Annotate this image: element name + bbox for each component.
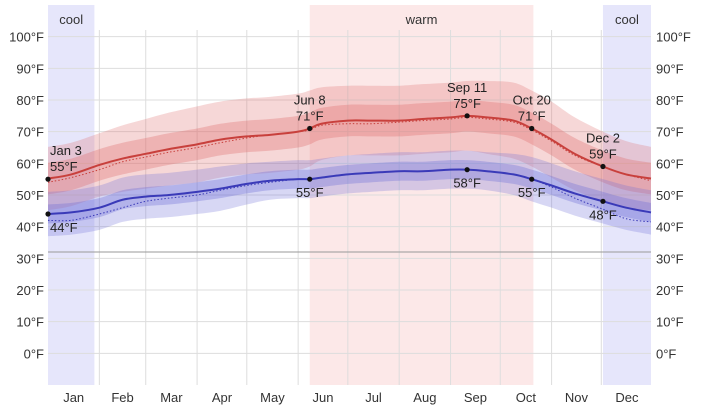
y-tick-label-left: 30°F xyxy=(16,251,44,266)
annotation-date: Dec 2 xyxy=(586,131,620,146)
annotation-value: 55°F xyxy=(50,159,78,174)
annotation-date: Oct 20 xyxy=(513,93,551,108)
month-label: Jul xyxy=(365,390,382,405)
annotation-value: 71°F xyxy=(518,109,546,124)
y-tick-label-right: 10°F xyxy=(656,315,684,330)
series-line-low xyxy=(47,168,652,215)
axis-ticks: 0°F 0°F 10°F 10°F 20°F 20°F 30°F 30°F 40°F 40°F 50… xyxy=(9,30,691,405)
season-label-warm-1: warm xyxy=(405,12,438,27)
annotation-date: Sep 11 xyxy=(447,80,487,95)
month-label: Mar xyxy=(160,390,183,405)
annotation-value: 55°F xyxy=(296,185,324,200)
annotation-date: Jun 8 xyxy=(294,93,326,108)
annotation-marker xyxy=(600,163,606,170)
series-dotted-high xyxy=(47,116,652,183)
month-label: Feb xyxy=(111,390,133,405)
annotation-value: 44°F xyxy=(50,220,78,235)
y-tick-label-left: 40°F xyxy=(16,220,44,235)
annotation-marker xyxy=(464,113,470,119)
band-inner-high xyxy=(48,100,651,195)
band-inner-low xyxy=(48,159,651,224)
y-tick-label-left: 20°F xyxy=(16,283,44,298)
series-lines xyxy=(47,114,652,223)
month-label: Sep xyxy=(464,390,487,405)
annotation-marker xyxy=(464,167,470,173)
y-tick-label-right: 90°F xyxy=(656,61,684,76)
y-tick-label-left: 60°F xyxy=(16,156,44,171)
season-label-cool-0: cool xyxy=(59,12,83,27)
month-label: Oct xyxy=(516,390,537,405)
y-tick-label-right: 50°F xyxy=(656,188,684,203)
month-label: Jun xyxy=(313,390,334,405)
annotation-value: 48°F xyxy=(589,207,617,222)
annotation-marker xyxy=(600,198,606,204)
y-tick-label-left: 90°F xyxy=(16,61,44,76)
y-tick-label-left: 70°F xyxy=(16,125,44,140)
month-label: Apr xyxy=(212,390,233,405)
y-tick-label-right: 30°F xyxy=(656,251,684,266)
grid-lines xyxy=(48,30,651,385)
annotation-marker xyxy=(45,176,51,182)
y-tick-label-left: 80°F xyxy=(16,93,44,108)
season-label-cool-2: cool xyxy=(615,12,639,27)
month-label: Aug xyxy=(413,390,436,405)
series-line-high xyxy=(47,114,652,180)
annotation-value: 59°F xyxy=(589,147,617,162)
y-tick-label-right: 70°F xyxy=(656,125,684,140)
annotation-value: 58°F xyxy=(453,176,481,191)
annotation-marker xyxy=(307,176,313,182)
y-tick-label-right: 80°F xyxy=(656,93,684,108)
y-tick-label-right: 0°F xyxy=(656,346,676,361)
y-tick-label-right: 100°F xyxy=(656,30,691,45)
annotation-value: 55°F xyxy=(518,185,546,200)
annotation-value: 71°F xyxy=(296,109,324,124)
annotation-value: 75°F xyxy=(453,96,481,111)
month-label: Nov xyxy=(565,390,589,405)
y-tick-label-left: 10°F xyxy=(16,315,44,330)
y-tick-label-left: 0°F xyxy=(24,346,44,361)
annotation-marker xyxy=(307,125,313,132)
month-label: May xyxy=(260,390,285,405)
y-tick-label-right: 60°F xyxy=(656,156,684,171)
y-tick-label-right: 20°F xyxy=(656,283,684,298)
annotation-marker xyxy=(45,211,51,217)
band-outer-high xyxy=(48,80,651,211)
y-tick-label-right: 40°F xyxy=(656,220,684,235)
y-tick-label-left: 100°F xyxy=(9,30,44,45)
month-label: Jan xyxy=(63,390,84,405)
y-tick-label-left: 50°F xyxy=(16,188,44,203)
annotation-marker xyxy=(529,125,535,132)
month-label: Dec xyxy=(615,390,639,405)
annotation-marker xyxy=(529,176,535,182)
annotation-date: Jan 3 xyxy=(50,143,82,158)
